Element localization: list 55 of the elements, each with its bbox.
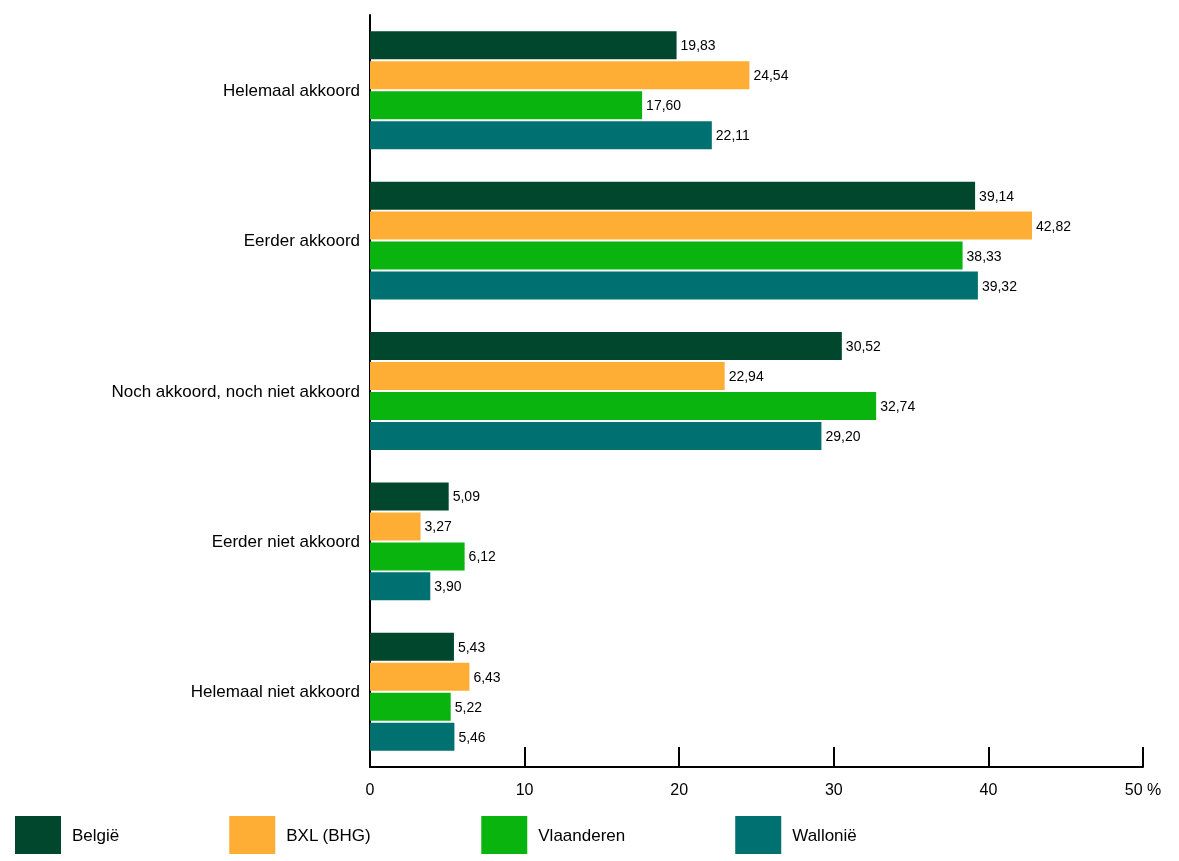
bar	[370, 31, 677, 60]
bar	[370, 722, 455, 751]
x-tick-label: 20	[670, 780, 689, 798]
data-label: 3,27	[424, 518, 453, 535]
data-label: 17,60	[646, 97, 682, 114]
y-tick-label: Noch akkoord, noch niet akkoord	[111, 381, 360, 401]
x-tick-label: 40	[979, 780, 998, 798]
bar	[370, 362, 725, 391]
y-tick-label: Eerder niet akkoord	[211, 531, 360, 551]
bar	[370, 61, 750, 90]
y-tick-label: Helemaal niet akkoord	[190, 682, 360, 702]
data-label: 22,94	[728, 368, 764, 385]
bar	[370, 692, 451, 721]
x-tick-label: 50 %	[1124, 780, 1162, 798]
data-label: 5,09	[452, 488, 481, 505]
bar	[370, 391, 877, 420]
bar	[370, 572, 431, 601]
data-label: 38,33	[966, 247, 1002, 264]
bar	[370, 482, 449, 511]
bar	[370, 121, 712, 150]
x-tick-label: 0	[365, 780, 375, 798]
x-tick-label: 30	[824, 780, 843, 798]
data-label: 5,46	[458, 728, 486, 745]
legend-label: Vlaanderen	[538, 825, 626, 845]
data-label: 6,43	[473, 668, 501, 685]
bar	[370, 91, 643, 120]
bar	[370, 421, 822, 450]
bar	[370, 241, 963, 270]
y-tick-label: Helemaal akkoord	[222, 80, 360, 100]
bar	[370, 542, 465, 571]
legend-label: België	[72, 825, 120, 845]
data-label: 24,54	[753, 67, 789, 84]
data-label: 29,20	[825, 427, 861, 444]
data-label: 19,83	[680, 37, 716, 54]
legend-label: BXL (BHG)	[286, 825, 371, 845]
data-label: 30,52	[845, 338, 882, 355]
data-label: 6,12	[468, 548, 497, 565]
data-label: 42,82	[1036, 217, 1072, 234]
bar	[370, 211, 1032, 240]
bar	[370, 662, 470, 691]
bar	[370, 271, 978, 300]
data-label: 3,90	[434, 578, 462, 595]
x-tick-label: 10	[515, 780, 534, 798]
data-label: 5,43	[457, 638, 486, 655]
legend-label: Wallonië	[792, 825, 857, 845]
data-label: 5,22	[454, 698, 483, 715]
bar	[370, 332, 842, 361]
data-label: 22,11	[715, 127, 751, 144]
data-label: 39,14	[979, 187, 1015, 204]
data-label: 32,74	[880, 397, 916, 414]
bar	[370, 512, 421, 541]
bar	[370, 632, 454, 661]
y-tick-label: Eerder akkoord	[243, 231, 360, 251]
bar	[370, 181, 976, 210]
data-label: 39,32	[981, 277, 1018, 294]
